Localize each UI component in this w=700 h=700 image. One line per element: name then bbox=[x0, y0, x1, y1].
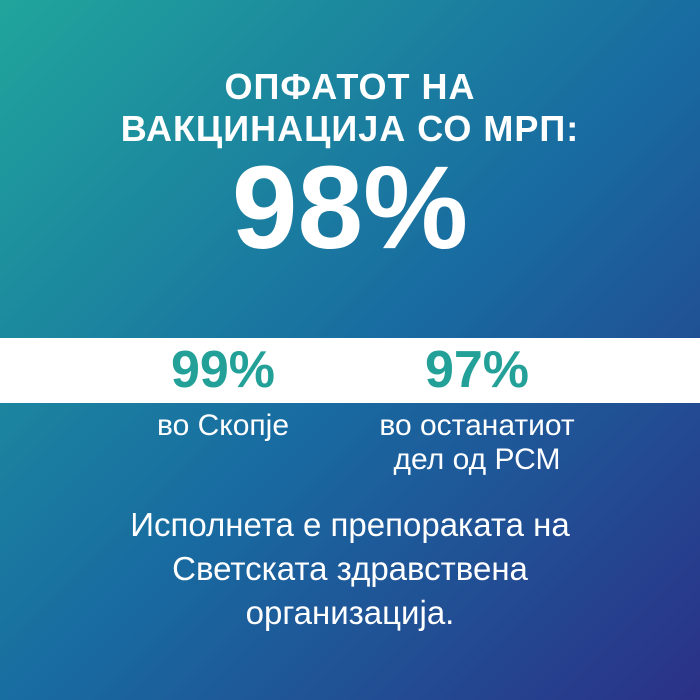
stat-rest-of-rsm: 97% во останатиот дел од РСМ bbox=[362, 338, 592, 477]
stat-skopje: 99% во Скопје bbox=[108, 338, 338, 477]
title-line-1: ОПФАТОТ НА bbox=[224, 66, 476, 107]
white-band bbox=[0, 338, 700, 403]
stat-rest-of-rsm-value: 97% bbox=[424, 341, 530, 399]
stat-skopje-label-line-1: во Скопје bbox=[156, 409, 290, 442]
stat-skopje-label: во Скопје bbox=[108, 409, 338, 443]
stat-rest-of-rsm-label-line-1: во останатиот bbox=[379, 409, 575, 442]
stat-rest-of-rsm-label-line-2: дел од РСМ bbox=[393, 443, 561, 476]
footer-statement: Исполнета е препораката на Светската здр… bbox=[0, 503, 700, 635]
footer-line-3: организација. bbox=[245, 594, 455, 631]
stat-rest-of-rsm-label: во останатиот дел од РСМ bbox=[362, 409, 592, 477]
footer-line-1: Исполнета е препораката на bbox=[130, 506, 570, 543]
page-title: ОПФАТОТ НА ВАКЦИНАЦИЈА СО МРП: bbox=[0, 66, 700, 150]
title-line-2: ВАКЦИНАЦИЈА СО МРП: bbox=[120, 108, 580, 149]
main-percentage: 98% bbox=[231, 142, 469, 274]
stat-skopje-value: 99% bbox=[170, 341, 276, 399]
comparison-row: 99% во Скопје 97% во останатиот дел од Р… bbox=[0, 338, 700, 477]
footer-line-2: Светската здравствена bbox=[172, 550, 528, 587]
